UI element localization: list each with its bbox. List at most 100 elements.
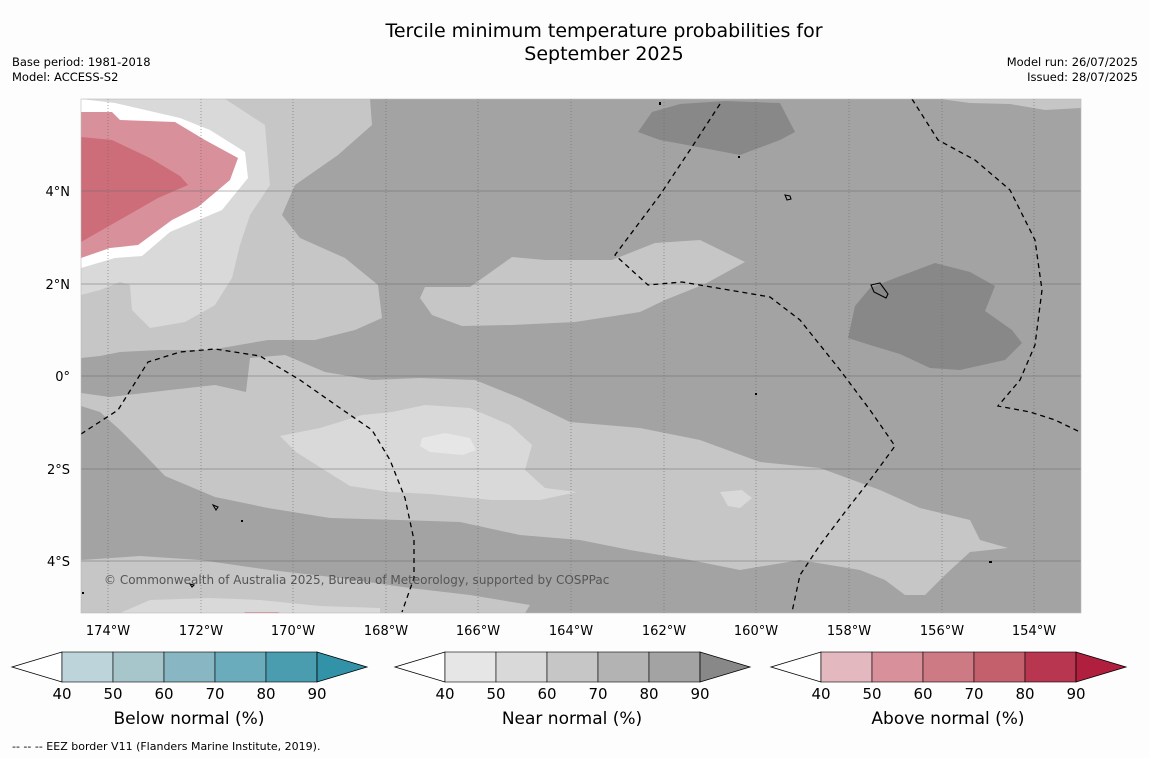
- colorbar-tick-label: 40: [811, 685, 831, 703]
- colorbar-below-swatches: [10, 651, 369, 683]
- title-line-2: September 2025: [524, 43, 684, 65]
- colorbar-above-label: Above normal (%): [871, 709, 1025, 729]
- island-dots: [82, 102, 992, 594]
- longitude-label: 170°W: [271, 624, 315, 639]
- colorbar-swatch: [265, 651, 318, 683]
- colorbar-swatch: [61, 651, 114, 683]
- colorbar-swatch: [1024, 651, 1077, 683]
- near-normal-50-region-sw: [120, 598, 380, 613]
- eez-border-kiribati-east: [911, 99, 1081, 433]
- colorbar-swatch: [648, 651, 701, 683]
- copyright-text: © Commonwealth of Australia 2025, Bureau…: [104, 573, 609, 587]
- model-text: Model: ACCESS-S2: [12, 70, 119, 84]
- near-normal-60-region-south: [81, 355, 1008, 595]
- near-normal-50-patch-east: [720, 490, 752, 508]
- colorbar-high-extension: [1075, 651, 1128, 683]
- near-normal-60-patch-west: [81, 308, 100, 352]
- model-run-text: Model run: 26/07/2025: [1006, 55, 1138, 69]
- colorbar-swatch: [495, 651, 548, 683]
- island-dot: [241, 520, 243, 522]
- longitude-label: 174°W: [86, 624, 130, 639]
- eez-border-tokelau: [81, 348, 415, 613]
- near-normal-50-region-south: [280, 405, 577, 500]
- colorbar-tick-label: 90: [690, 685, 710, 703]
- longitude-label: 154°W: [1012, 624, 1056, 639]
- colorbar-above-swatches: [769, 651, 1128, 683]
- latitude-label: 4°S: [47, 555, 70, 570]
- colorbar-swatch: [973, 651, 1026, 683]
- title-line-1: Tercile minimum temperature probabilitie…: [385, 20, 823, 42]
- colorbar-tick-label: 50: [103, 685, 123, 703]
- colorbar-tick-label: 90: [1066, 685, 1086, 703]
- colorbar-swatch: [546, 651, 599, 683]
- colorbar-swatch: [597, 651, 650, 683]
- colorbar-tick-label: 60: [913, 685, 933, 703]
- island-marker: [784, 194, 792, 201]
- longitude-label: 168°W: [364, 624, 408, 639]
- longitude-label: 160°W: [734, 624, 778, 639]
- graticule: [81, 99, 1081, 613]
- latitude-label: 4°N: [46, 185, 71, 200]
- longitude-label: 166°W: [456, 624, 500, 639]
- colorbar-swatch: [871, 651, 924, 683]
- colorbar-tick-label: 60: [537, 685, 557, 703]
- longitude-label: 162°W: [642, 624, 686, 639]
- colorbar-tick-label: 40: [52, 685, 72, 703]
- near-normal-40-patch: [420, 433, 476, 455]
- issued-text: Issued: 28/07/2025: [1027, 70, 1138, 84]
- colorbar-tick-label: 90: [307, 685, 327, 703]
- colorbar-above-normal: Above normal (%) 40 50 60 70 80 90: [769, 650, 1128, 740]
- colorbar-high-extension: [316, 651, 369, 683]
- latitude-label: 2°N: [46, 278, 71, 293]
- island-marker: [188, 583, 196, 588]
- island-marker: [211, 503, 219, 512]
- longitude-label: 158°W: [827, 624, 871, 639]
- probability-map: 4°N 2°N 0° 2°S 4°S 174°W 172°W 170°W 168°W 166°W…: [46, 98, 1082, 639]
- meta-left: Base period: 1981-2018 Model: ACCESS-S2: [12, 55, 151, 85]
- island-dot: [659, 102, 661, 105]
- colorbar-swatch: [922, 651, 975, 683]
- colorbar-tick-label: 50: [862, 685, 882, 703]
- longitude-label: 156°W: [920, 624, 964, 639]
- island-dot: [82, 592, 84, 594]
- meta-right: Model run: 26/07/2025 Issued: 28/07/2025: [1007, 55, 1138, 85]
- near-normal-60-strip-north: [940, 99, 1081, 110]
- near-normal-80-region-east: [848, 263, 1022, 370]
- colorbar-near-normal: Near normal (%) 40 50 60 70 80 90: [393, 650, 752, 740]
- colorbar-tick-label: 50: [486, 685, 506, 703]
- latitude-label: 2°S: [47, 463, 70, 478]
- colorbar-low-extension: [10, 651, 63, 683]
- map-title: Tercile minimum temperature probabilitie…: [0, 20, 1150, 66]
- colorbar-swatch: [163, 651, 216, 683]
- colorbar-tick-label: 70: [588, 685, 608, 703]
- island-dot: [738, 156, 740, 158]
- colorbar-high-extension: [699, 651, 752, 683]
- colorbar-low-extension: [769, 651, 822, 683]
- colorbar-near-swatches: [393, 651, 752, 683]
- colorbar-swatch: [444, 651, 497, 683]
- colorbar-swatch: [820, 651, 873, 683]
- colorbar-below-normal: Below normal (%) 40 50 60 70 80 90: [10, 650, 369, 740]
- colorbar-tick-label: 70: [964, 685, 984, 703]
- longitude-labels: 174°W 172°W 170°W 168°W 166°W 164°W 162°W 160°W…: [86, 624, 1056, 639]
- colorbar-tick-label: 80: [256, 685, 276, 703]
- latitude-label: 0°: [55, 370, 70, 385]
- base-period-text: Base period: 1981-2018: [12, 55, 151, 69]
- colorbar-tick-label: 70: [205, 685, 225, 703]
- colorbar-low-extension: [393, 651, 446, 683]
- colorbar-near-label: Near normal (%): [501, 709, 643, 729]
- longitude-label: 164°W: [549, 624, 593, 639]
- colorbar-tick-label: 40: [435, 685, 455, 703]
- island-dot: [755, 393, 757, 395]
- islands: [188, 194, 889, 588]
- colorbar-swatch: [112, 651, 165, 683]
- latitude-labels: 4°N 2°N 0° 2°S 4°S: [46, 185, 71, 570]
- colorbar-tick-label: 80: [639, 685, 659, 703]
- eez-border-kiribati-west: [614, 103, 896, 613]
- colorbar-tick-label: 80: [1015, 685, 1035, 703]
- colorbar-tick-label: 60: [154, 685, 174, 703]
- map-frame: [80, 98, 1082, 614]
- above-normal-70-region: [81, 137, 188, 242]
- eez-footnote: -- -- -- EEZ border V11 (Flanders Marine…: [12, 740, 321, 753]
- island-marker: [870, 282, 889, 299]
